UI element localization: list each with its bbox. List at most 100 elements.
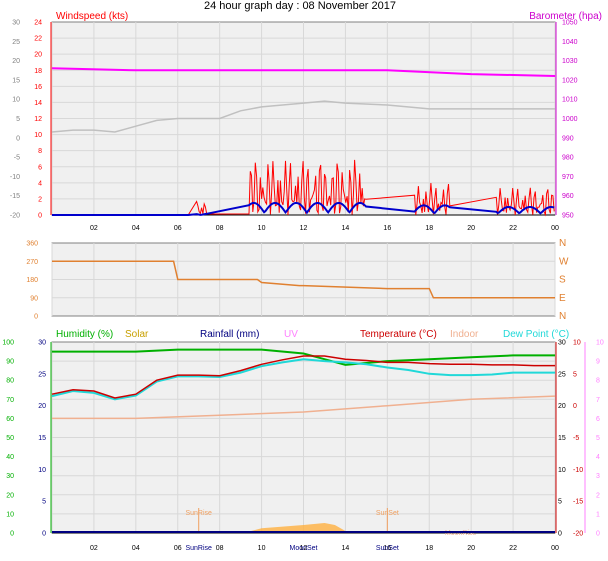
moonrise-label: MoonRise bbox=[445, 530, 477, 537]
rain-tick: 15 bbox=[38, 435, 46, 442]
rain-tick: 20 bbox=[38, 403, 46, 410]
compass-label: N bbox=[559, 238, 566, 249]
x-tick-label: 10 bbox=[258, 545, 266, 552]
x-tick-label: 18 bbox=[425, 225, 433, 232]
baro-tick: 1000 bbox=[562, 116, 578, 123]
humidity-tick: 0 bbox=[10, 531, 14, 538]
wind-outer-tick: 25 bbox=[12, 39, 20, 46]
wind-tick: 16 bbox=[34, 84, 42, 91]
humidity-tick: 10 bbox=[6, 511, 14, 518]
humidity-tick: 30 bbox=[6, 473, 14, 480]
wind-tick: 10 bbox=[34, 132, 42, 139]
temp-tick: 0 bbox=[573, 403, 577, 410]
wind-tick: 6 bbox=[38, 164, 42, 171]
wind-tick: 0 bbox=[38, 213, 42, 220]
baro-tick: 1050 bbox=[562, 20, 578, 27]
compass-label: S bbox=[559, 275, 566, 286]
x-tick-label: 20 bbox=[467, 545, 475, 552]
wind-label: Windspeed (kts) bbox=[56, 11, 128, 22]
baro-tick: 960 bbox=[562, 193, 574, 200]
wind-tick: 14 bbox=[34, 100, 42, 107]
temp-tick: -15 bbox=[573, 499, 583, 506]
x-tick-label: 04 bbox=[132, 225, 140, 232]
direction-tick: 90 bbox=[30, 295, 38, 302]
x-tick-label: 14 bbox=[342, 545, 350, 552]
temp-tick: -5 bbox=[573, 435, 579, 442]
moonset-axis-label: MoonSet bbox=[289, 545, 317, 552]
direction-line bbox=[52, 260, 555, 299]
x-tick-label: 08 bbox=[216, 225, 224, 232]
legend-dewpoint: Dew Point (°C) bbox=[503, 329, 569, 340]
rain-tick: 25 bbox=[38, 371, 46, 378]
humidity-tick: 80 bbox=[6, 378, 14, 385]
direction-tick: 270 bbox=[26, 259, 38, 266]
x-tick-label: 06 bbox=[174, 225, 182, 232]
x-tick-label: 06 bbox=[174, 545, 182, 552]
humidity-tick: 40 bbox=[6, 454, 14, 461]
wind-outer-tick: -15 bbox=[10, 193, 20, 200]
rain-tick: 10 bbox=[38, 467, 46, 474]
x-tick-label: 16 bbox=[383, 545, 391, 552]
uv-tick: 4 bbox=[596, 454, 600, 461]
direction-tick: 0 bbox=[34, 314, 38, 321]
wind-outer-tick: -20 bbox=[10, 213, 20, 220]
uv-tick: 6 bbox=[596, 416, 600, 423]
humidity-tick: 90 bbox=[6, 359, 14, 366]
uv-tick: 3 bbox=[596, 473, 600, 480]
wind-tick: 4 bbox=[38, 180, 42, 187]
dewpoint-line bbox=[51, 358, 555, 401]
baro-tick: 1030 bbox=[562, 58, 578, 65]
x-tick-label: 00 bbox=[551, 545, 559, 552]
legend-temperature: Temperature (°C) bbox=[360, 329, 437, 340]
wind-tick: 20 bbox=[34, 52, 42, 59]
baro-tick: 980 bbox=[562, 155, 574, 162]
x-tick-label: 12 bbox=[300, 225, 308, 232]
rain-tick: 0 bbox=[42, 531, 46, 538]
wind-outer-tick: 30 bbox=[12, 20, 20, 27]
uv-tick: 5 bbox=[596, 435, 600, 442]
wind-outer-tick: 0 bbox=[16, 135, 20, 142]
wind-tick: 22 bbox=[34, 36, 42, 43]
sunset-axis-label: SunSet bbox=[376, 545, 399, 552]
compass-label: W bbox=[559, 256, 569, 267]
legend-solar: Solar bbox=[125, 329, 149, 340]
uv-tick: 1 bbox=[596, 511, 600, 518]
sunset-label: SunSet bbox=[376, 510, 399, 517]
x-tick-label: 10 bbox=[258, 225, 266, 232]
solar-band bbox=[251, 523, 346, 533]
x-tick-label: 12 bbox=[300, 545, 308, 552]
compass-label: N bbox=[559, 311, 566, 322]
right-tick: 5 bbox=[558, 499, 562, 506]
x-tick-label: 00 bbox=[551, 225, 559, 232]
x-tick-label: 16 bbox=[383, 225, 391, 232]
direction-tick: 360 bbox=[26, 241, 38, 248]
wind-outer-tick: 5 bbox=[16, 116, 20, 123]
grey-trace bbox=[51, 100, 555, 133]
humidity-tick: 100 bbox=[2, 340, 14, 347]
temp-tick: 5 bbox=[573, 371, 577, 378]
wind-outer-tick: 15 bbox=[12, 77, 20, 84]
wind-tick: 24 bbox=[34, 20, 42, 27]
right-tick: 0 bbox=[558, 531, 562, 538]
legend-humidity: Humidity (%) bbox=[56, 329, 113, 340]
uv-tick: 10 bbox=[596, 340, 604, 347]
baro-tick: 990 bbox=[562, 135, 574, 142]
rain-tick: 5 bbox=[42, 499, 46, 506]
baro-tick: 970 bbox=[562, 174, 574, 181]
baro-label: Barometer (hpa) bbox=[529, 11, 602, 22]
x-tick-label: 14 bbox=[342, 225, 350, 232]
wind-average-line bbox=[52, 201, 555, 216]
x-tick-label: 02 bbox=[90, 545, 98, 552]
baro-tick: 1040 bbox=[562, 39, 578, 46]
rain-tick: 30 bbox=[38, 340, 46, 347]
temp-tick: -20 bbox=[573, 531, 583, 538]
x-tick-label: 22 bbox=[509, 225, 517, 232]
uv-tick: 0 bbox=[596, 531, 600, 538]
wind-tick: 2 bbox=[38, 196, 42, 203]
windspeed-line bbox=[52, 159, 555, 217]
direction-tick: 180 bbox=[26, 277, 38, 284]
temperature-line bbox=[51, 355, 555, 399]
indoor-line bbox=[52, 395, 556, 420]
right-tick: 25 bbox=[558, 371, 566, 378]
